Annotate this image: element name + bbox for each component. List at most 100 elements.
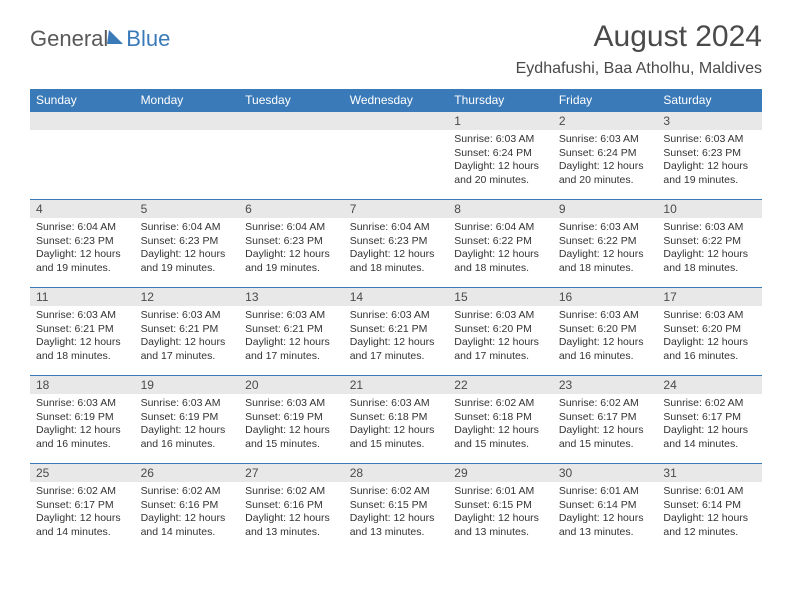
calendar-cell: 6Sunrise: 6:04 AMSunset: 6:23 PMDaylight… (239, 199, 344, 287)
sunset-text: Sunset: 6:18 PM (350, 411, 443, 425)
calendar-cell: 29Sunrise: 6:01 AMSunset: 6:15 PMDayligh… (448, 463, 553, 551)
sunrise-text: Sunrise: 6:02 AM (245, 485, 338, 499)
day-number (30, 112, 135, 130)
day-content: Sunrise: 6:01 AMSunset: 6:15 PMDaylight:… (448, 482, 553, 544)
day-content: Sunrise: 6:03 AMSunset: 6:21 PMDaylight:… (30, 306, 135, 368)
day-number: 13 (239, 288, 344, 306)
daylight-text: Daylight: 12 hours and 16 minutes. (36, 424, 129, 451)
sunrise-text: Sunrise: 6:02 AM (663, 397, 756, 411)
day-number: 18 (30, 376, 135, 394)
day-number: 8 (448, 200, 553, 218)
daylight-text: Daylight: 12 hours and 16 minutes. (141, 424, 234, 451)
day-content: Sunrise: 6:03 AMSunset: 6:21 PMDaylight:… (239, 306, 344, 368)
location-text: Eydhafushi, Baa Atholhu, Maldives (516, 60, 762, 78)
daylight-text: Daylight: 12 hours and 15 minutes. (350, 424, 443, 451)
day-content: Sunrise: 6:03 AMSunset: 6:20 PMDaylight:… (553, 306, 658, 368)
calendar-cell: 9Sunrise: 6:03 AMSunset: 6:22 PMDaylight… (553, 199, 658, 287)
calendar-cell: 2Sunrise: 6:03 AMSunset: 6:24 PMDaylight… (553, 111, 658, 199)
calendar-cell: 18Sunrise: 6:03 AMSunset: 6:19 PMDayligh… (30, 375, 135, 463)
sunset-text: Sunset: 6:16 PM (245, 499, 338, 513)
day-content: Sunrise: 6:03 AMSunset: 6:22 PMDaylight:… (553, 218, 658, 280)
day-content: Sunrise: 6:02 AMSunset: 6:17 PMDaylight:… (657, 394, 762, 456)
daylight-text: Daylight: 12 hours and 15 minutes. (559, 424, 652, 451)
sunset-text: Sunset: 6:22 PM (663, 235, 756, 249)
sunset-text: Sunset: 6:15 PM (350, 499, 443, 513)
day-number: 28 (344, 464, 449, 482)
day-content: Sunrise: 6:03 AMSunset: 6:20 PMDaylight:… (657, 306, 762, 368)
calendar-cell: 10Sunrise: 6:03 AMSunset: 6:22 PMDayligh… (657, 199, 762, 287)
sunrise-text: Sunrise: 6:03 AM (350, 397, 443, 411)
sunrise-text: Sunrise: 6:01 AM (559, 485, 652, 499)
calendar-cell: 7Sunrise: 6:04 AMSunset: 6:23 PMDaylight… (344, 199, 449, 287)
day-number: 4 (30, 200, 135, 218)
day-number: 19 (135, 376, 240, 394)
sunset-text: Sunset: 6:21 PM (245, 323, 338, 337)
sunrise-text: Sunrise: 6:03 AM (141, 397, 234, 411)
sunrise-text: Sunrise: 6:01 AM (663, 485, 756, 499)
sunrise-text: Sunrise: 6:03 AM (559, 221, 652, 235)
daylight-text: Daylight: 12 hours and 20 minutes. (454, 160, 547, 187)
day-content: Sunrise: 6:02 AMSunset: 6:18 PMDaylight:… (448, 394, 553, 456)
sunset-text: Sunset: 6:21 PM (350, 323, 443, 337)
day-content: Sunrise: 6:03 AMSunset: 6:24 PMDaylight:… (553, 130, 658, 192)
calendar-cell: 20Sunrise: 6:03 AMSunset: 6:19 PMDayligh… (239, 375, 344, 463)
logo-text-general: General (30, 26, 108, 52)
header: General Blue August 2024 Eydhafushi, Baa… (30, 20, 762, 78)
day-content: Sunrise: 6:02 AMSunset: 6:17 PMDaylight:… (553, 394, 658, 456)
weekday-header: Thursday (448, 89, 553, 111)
sunset-text: Sunset: 6:19 PM (141, 411, 234, 425)
daylight-text: Daylight: 12 hours and 19 minutes. (663, 160, 756, 187)
daylight-text: Daylight: 12 hours and 19 minutes. (141, 248, 234, 275)
daylight-text: Daylight: 12 hours and 12 minutes. (663, 512, 756, 539)
sunrise-text: Sunrise: 6:04 AM (36, 221, 129, 235)
daylight-text: Daylight: 12 hours and 18 minutes. (559, 248, 652, 275)
day-number (135, 112, 240, 130)
sunset-text: Sunset: 6:20 PM (454, 323, 547, 337)
day-number: 24 (657, 376, 762, 394)
day-number: 7 (344, 200, 449, 218)
day-content: Sunrise: 6:01 AMSunset: 6:14 PMDaylight:… (657, 482, 762, 544)
day-number: 6 (239, 200, 344, 218)
logo-text-blue: Blue (126, 26, 170, 52)
daylight-text: Daylight: 12 hours and 19 minutes. (245, 248, 338, 275)
calendar-cell: 5Sunrise: 6:04 AMSunset: 6:23 PMDaylight… (135, 199, 240, 287)
day-number: 2 (553, 112, 658, 130)
weekday-header: Tuesday (239, 89, 344, 111)
sunrise-text: Sunrise: 6:03 AM (245, 309, 338, 323)
sunset-text: Sunset: 6:14 PM (663, 499, 756, 513)
calendar-cell: 11Sunrise: 6:03 AMSunset: 6:21 PMDayligh… (30, 287, 135, 375)
weekday-header: Monday (135, 89, 240, 111)
sunrise-text: Sunrise: 6:03 AM (663, 309, 756, 323)
daylight-text: Daylight: 12 hours and 17 minutes. (245, 336, 338, 363)
sunrise-text: Sunrise: 6:03 AM (559, 133, 652, 147)
day-number: 21 (344, 376, 449, 394)
sunset-text: Sunset: 6:17 PM (559, 411, 652, 425)
sunset-text: Sunset: 6:19 PM (36, 411, 129, 425)
calendar-page: General Blue August 2024 Eydhafushi, Baa… (0, 0, 792, 561)
day-content: Sunrise: 6:03 AMSunset: 6:19 PMDaylight:… (135, 394, 240, 456)
day-content: Sunrise: 6:03 AMSunset: 6:20 PMDaylight:… (448, 306, 553, 368)
daylight-text: Daylight: 12 hours and 18 minutes. (454, 248, 547, 275)
sunset-text: Sunset: 6:15 PM (454, 499, 547, 513)
calendar-cell: 24Sunrise: 6:02 AMSunset: 6:17 PMDayligh… (657, 375, 762, 463)
daylight-text: Daylight: 12 hours and 17 minutes. (141, 336, 234, 363)
calendar-cell: 1Sunrise: 6:03 AMSunset: 6:24 PMDaylight… (448, 111, 553, 199)
day-number (344, 112, 449, 130)
day-number: 1 (448, 112, 553, 130)
day-number: 12 (135, 288, 240, 306)
sunset-text: Sunset: 6:21 PM (36, 323, 129, 337)
sunset-text: Sunset: 6:17 PM (663, 411, 756, 425)
daylight-text: Daylight: 12 hours and 19 minutes. (36, 248, 129, 275)
sunset-text: Sunset: 6:20 PM (559, 323, 652, 337)
day-number: 11 (30, 288, 135, 306)
day-number: 22 (448, 376, 553, 394)
calendar-cell: 8Sunrise: 6:04 AMSunset: 6:22 PMDaylight… (448, 199, 553, 287)
daylight-text: Daylight: 12 hours and 14 minutes. (36, 512, 129, 539)
day-content: Sunrise: 6:03 AMSunset: 6:23 PMDaylight:… (657, 130, 762, 192)
sunrise-text: Sunrise: 6:02 AM (559, 397, 652, 411)
sunrise-text: Sunrise: 6:04 AM (141, 221, 234, 235)
day-number: 29 (448, 464, 553, 482)
calendar-grid: Sunday Monday Tuesday Wednesday Thursday… (30, 88, 762, 551)
daylight-text: Daylight: 12 hours and 18 minutes. (350, 248, 443, 275)
day-content: Sunrise: 6:03 AMSunset: 6:21 PMDaylight:… (135, 306, 240, 368)
